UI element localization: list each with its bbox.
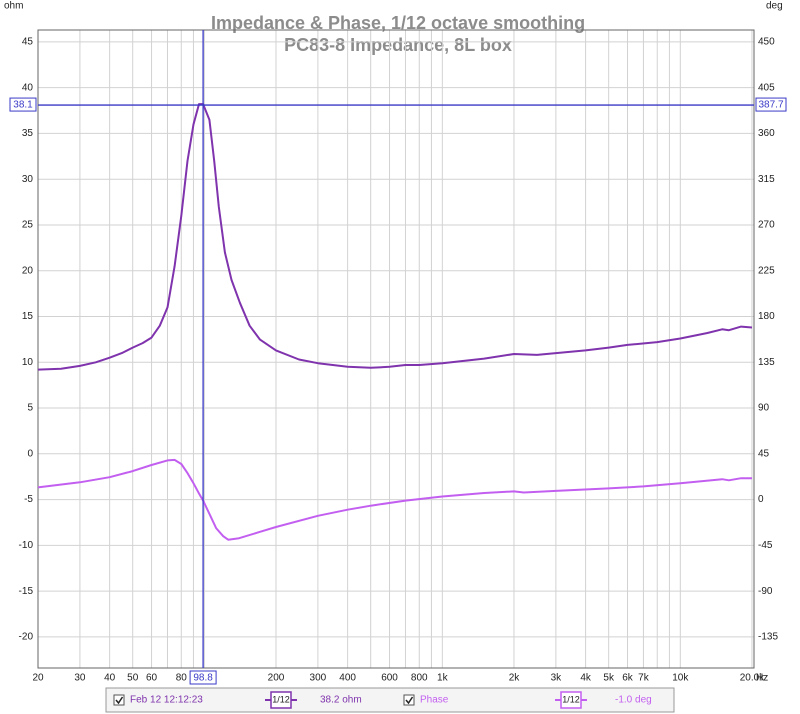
x-tick-label: 200 [268,673,285,684]
legend-label: Feb 12 12:12:23 [130,695,203,706]
plot-frame [37,29,755,669]
y-tick-label: -15 [19,586,34,597]
series-line [37,458,752,541]
y2-tick-label: 90 [758,403,770,414]
y2-axis-label: deg [766,1,783,12]
cursor-label-box [755,97,787,112]
x-tick-label: 4k [580,673,592,684]
y2-tick-label: 0 [758,494,764,505]
cursor-y2-label: 387.7 [758,100,783,111]
legend-smoothing-box[interactable] [560,691,582,709]
y2-tick-label: -135 [758,632,778,643]
chart-title: Impedance & Phase, 1/12 octave smoothing [211,13,585,33]
y2-tick-label: 270 [758,220,775,231]
y2-tick-label: 135 [758,357,775,368]
y2-tick-label: 315 [758,174,775,185]
x-tick-label: 400 [339,673,356,684]
x-tick-label: 300 [310,673,327,684]
cursor-y-label: 38.1 [13,100,33,111]
legend-checkbox[interactable] [403,694,415,706]
cursor-label-box [9,97,37,112]
legend-label: Phase [420,695,449,706]
y-tick-label: 20 [22,265,34,276]
legend-smoothing-box[interactable] [270,691,292,709]
x-tick-label: 20.0k [740,673,765,684]
x-tick-label: 3k [551,673,563,684]
y-tick-label: 45 [22,37,34,48]
cursor-x-label: 98.8 [193,673,213,684]
x-tick-label: 600 [381,673,398,684]
y2-tick-label: 405 [758,82,775,93]
y-tick-label: -5 [24,494,33,505]
y-tick-label: -10 [19,540,34,551]
x-tick-label: 10k [672,673,689,684]
y2-tick-label: 225 [758,265,775,276]
legend-readout: -1.0 deg [615,695,652,706]
x-tick-label: 20 [32,673,44,684]
y2-tick-label: -90 [758,586,773,597]
y-axis-label: ohm [4,1,23,12]
y-tick-label: -20 [19,632,34,643]
x-tick-label: 60 [146,673,158,684]
y-tick-label: 5 [27,403,33,414]
x-tick-label: 1k [437,673,449,684]
x-tick-label: 50 [127,673,139,684]
legend-readout: 38.2 ohm [320,695,362,706]
y-tick-label: 30 [22,174,34,185]
x-tick-label: 7k [638,673,650,684]
x-tick-label: 30 [74,673,86,684]
chart-subtitle: PC83-8 Impedance, 8L box [284,35,512,55]
x-tick-label: 6k [622,673,634,684]
y2-tick-label: 450 [758,37,775,48]
y2-tick-label: 45 [758,448,770,459]
x-tick-label: 2k [509,673,521,684]
legend-check[interactable] [115,696,124,705]
y-tick-label: 35 [22,128,34,139]
x-tick-label: 800 [411,673,428,684]
legend-check[interactable] [405,696,414,705]
y-tick-label: 0 [27,448,33,459]
x-tick-label: 80 [176,673,188,684]
legend-smoothing: 1/12 [272,694,290,704]
legend-checkbox[interactable] [113,694,125,706]
series-line [37,103,753,371]
y-tick-label: 40 [22,82,34,93]
y-tick-label: 10 [22,357,34,368]
x-tick-label: 40 [104,673,116,684]
x-tick-label: 5k [603,673,615,684]
cursor-label-box [189,670,217,685]
x-axis-label: Hz [756,673,768,684]
y2-tick-label: 360 [758,128,775,139]
y2-tick-label: 180 [758,311,775,322]
y-tick-label: 25 [22,220,34,231]
y-tick-label: 15 [22,311,34,322]
y2-tick-label: -45 [758,540,773,551]
legend-smoothing: 1/12 [562,694,580,704]
